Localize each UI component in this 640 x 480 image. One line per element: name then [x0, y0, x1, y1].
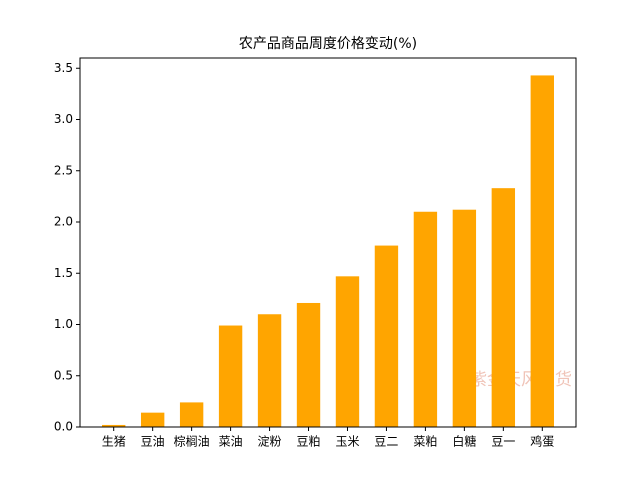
watermark: 紫金天风期货 [470, 370, 572, 390]
bar [140, 412, 165, 427]
bar [491, 188, 516, 427]
x-tick-label: 白糖 [452, 434, 476, 449]
x-tick-label: 菜油 [219, 435, 243, 449]
bar [335, 276, 360, 427]
x-tick-label: 生猪 [102, 435, 126, 449]
x-tick-label: 豆粕 [297, 434, 321, 449]
bar [452, 209, 477, 427]
y-tick-label: 1.5 [54, 266, 73, 280]
y-tick-label: 2.0 [54, 215, 73, 229]
plot-frame [79, 57, 577, 428]
bar [374, 245, 399, 427]
x-tick-label: 淀粉 [258, 435, 282, 449]
x-tick-label: 棕榈油 [174, 434, 210, 449]
y-tick-label: 2.5 [54, 163, 73, 177]
bar [296, 302, 321, 427]
y-tick-label: 3.0 [54, 112, 73, 126]
bar [530, 75, 554, 428]
y-tick-label: 1.0 [54, 317, 73, 331]
x-tick-label: 玉米 [335, 435, 359, 449]
bar [257, 314, 282, 427]
y-tick-label: 3.5 [54, 61, 73, 75]
y-tick-label: 0.0 [54, 420, 73, 434]
x-tick-label: 豆油 [141, 435, 165, 449]
bar [218, 325, 243, 427]
x-tick-label: 鸡蛋 [530, 434, 554, 449]
x-tick-label: 豆一 [491, 435, 515, 449]
bar [102, 424, 126, 427]
x-tick-label: 豆二 [374, 435, 398, 449]
y-tick-label: 0.5 [54, 368, 73, 382]
bar [413, 211, 438, 427]
chart-title: 农产品商品周度价格变动(%) [239, 36, 417, 52]
x-tick-label: 菜粕 [413, 434, 437, 449]
bar [179, 402, 204, 427]
